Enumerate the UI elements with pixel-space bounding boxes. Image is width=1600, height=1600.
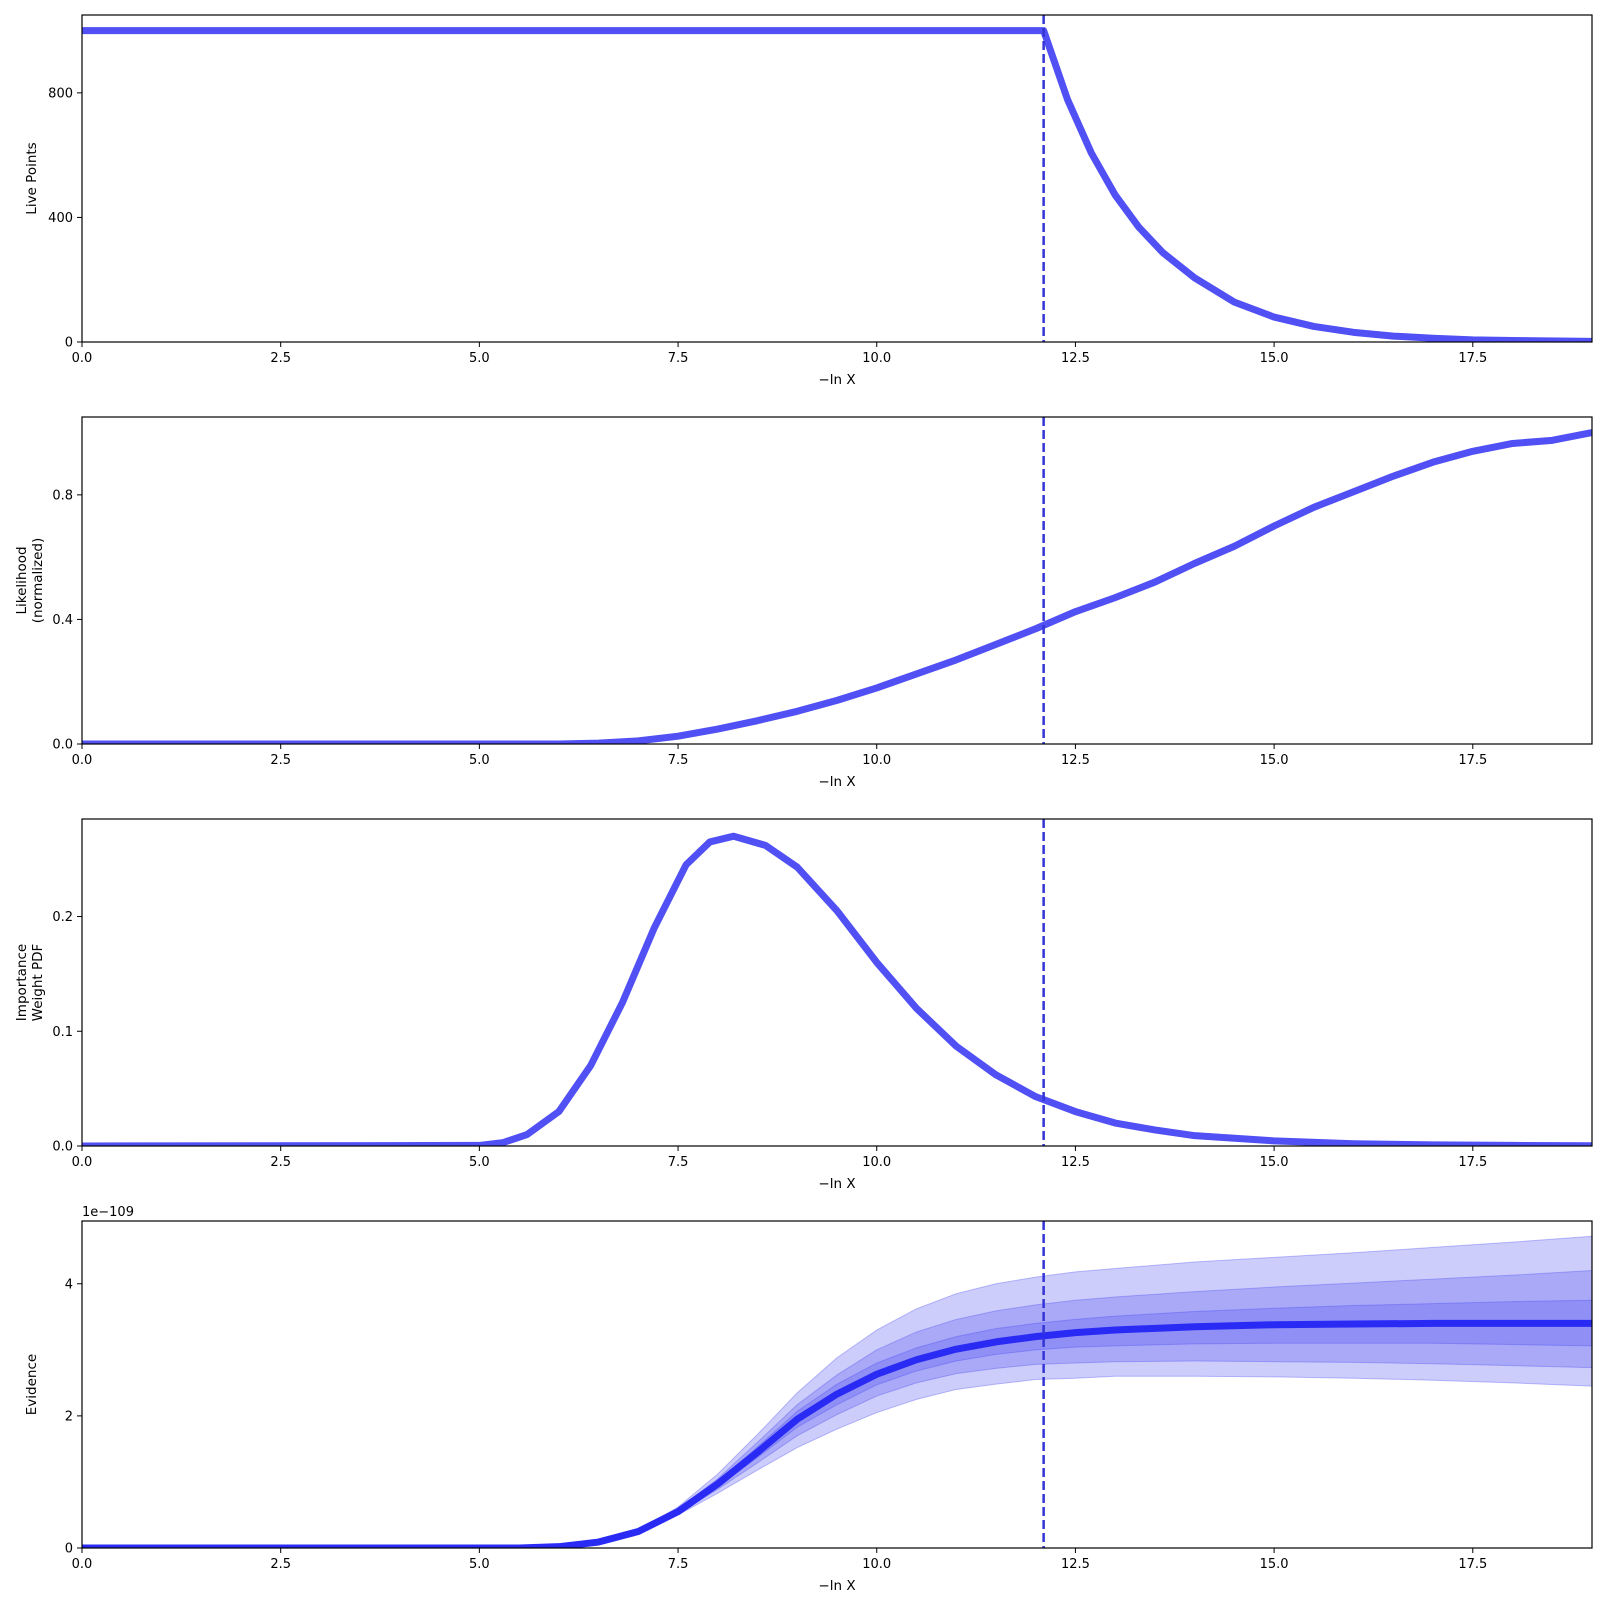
- likelihood-ylabel-line-1: Likelihood: [14, 546, 30, 614]
- live-xtick-label: 10.0: [862, 351, 891, 366]
- panel-evidence: 0.0 2.5 5.0 7.5 10.0 12.5 15.0 17.5 0 2 4 −ln X Evid…: [24, 1205, 1593, 1594]
- weight-xtick-label: 17.5: [1458, 1155, 1487, 1170]
- weight-ylabel-line-2: Weight PDF: [30, 944, 46, 1022]
- evidence-xtick-label: 5.0: [469, 1557, 490, 1572]
- likelihood-frame: [81, 416, 1593, 745]
- weight-ytick-label: 0.1: [52, 1025, 73, 1040]
- live-xlabel: −ln X: [818, 372, 855, 388]
- likelihood-ylabel-line-2: (normalized): [30, 538, 46, 624]
- weight-series-line: [82, 832, 1592, 1146]
- likelihood-xtick-label: 5.0: [469, 753, 490, 768]
- weight-frame: [81, 818, 1593, 1147]
- likelihood-ytick-label: 0.4: [52, 613, 73, 628]
- weight-xtick-label: 2.5: [270, 1155, 291, 1170]
- likelihood-xtick-label: 7.5: [668, 753, 689, 768]
- likelihood-plot-area: [82, 429, 1592, 744]
- likelihood-xlabel: −ln X: [818, 774, 855, 790]
- likelihood-xtick-label: 0.0: [72, 753, 93, 768]
- evidence-xtick-label: 7.5: [668, 1557, 689, 1572]
- evidence-xtick-label: 17.5: [1458, 1557, 1487, 1572]
- panel-weight: 0.0 2.5 5.0 7.5 10.0 12.5 15.0 17.5 0.0 0.1 0.2 −ln…: [14, 818, 1593, 1192]
- live-xtick-label: 12.5: [1061, 351, 1090, 366]
- live-xtick-label: 2.5: [270, 351, 291, 366]
- live-xtick-label: 17.5: [1458, 351, 1487, 366]
- live-ylabel-line-1: Live Points: [24, 142, 40, 214]
- weight-xlabel: −ln X: [818, 1176, 855, 1192]
- likelihood-xtick-label: 2.5: [270, 753, 291, 768]
- weight-plot-area: [82, 832, 1592, 1146]
- likelihood-xtick-label: 10.0: [862, 753, 891, 768]
- live-ytick-label: 0: [65, 336, 73, 351]
- evidence-ytick-label: 2: [65, 1409, 73, 1424]
- weight-xtick-label: 7.5: [668, 1155, 689, 1170]
- live-xtick-label: 7.5: [668, 351, 689, 366]
- weight-xtick-label: 10.0: [862, 1155, 891, 1170]
- likelihood-ytick-label: 0.8: [52, 488, 73, 503]
- evidence-ylabel-line-1: Evidence: [24, 1354, 40, 1415]
- weight-ytick-label: 0.0: [52, 1140, 73, 1155]
- evidence-ytick-label: 0: [65, 1542, 73, 1557]
- live-ytick-label: 400: [48, 211, 73, 226]
- likelihood-xtick-label: 12.5: [1061, 753, 1090, 768]
- evidence-xlabel: −ln X: [818, 1578, 855, 1594]
- evidence-xtick-label: 10.0: [862, 1557, 891, 1572]
- weight-ylabel-line-1: Importance: [14, 944, 30, 1021]
- live-plot-area: [82, 27, 1592, 342]
- panel-likelihood: 0.0 2.5 5.0 7.5 10.0 12.5 15.0 17.5 0.0 0.4 0.8 −ln…: [14, 416, 1593, 790]
- likelihood-xtick-label: 17.5: [1458, 753, 1487, 768]
- likelihood-xtick-label: 15.0: [1260, 753, 1289, 768]
- live-series-line: [82, 27, 1592, 342]
- live-xtick-label: 5.0: [469, 351, 490, 366]
- evidence-xtick-label: 12.5: [1061, 1557, 1090, 1572]
- evidence-plot-area: [82, 1235, 1592, 1548]
- evidence-xtick-label: 2.5: [270, 1557, 291, 1572]
- evidence-band-2: [82, 1270, 1592, 1548]
- weight-xtick-label: 0.0: [72, 1155, 93, 1170]
- evidence-median-line: [82, 1319, 1592, 1548]
- live-xtick-label: 15.0: [1260, 351, 1289, 366]
- live-frame: [81, 14, 1593, 343]
- evidence-xtick-label: 0.0: [72, 1557, 93, 1572]
- live-ytick-label: 800: [48, 86, 73, 101]
- likelihood-series-line: [82, 429, 1592, 744]
- evidence-xtick-label: 15.0: [1260, 1557, 1289, 1572]
- evidence-ytick-label: 4: [65, 1277, 73, 1292]
- weight-xtick-label: 5.0: [469, 1155, 490, 1170]
- evidence-offset-text: 1e−109: [82, 1205, 134, 1220]
- likelihood-ytick-label: 0.0: [52, 738, 73, 753]
- live-xtick-label: 0.0: [72, 351, 93, 366]
- weight-xtick-label: 15.0: [1260, 1155, 1289, 1170]
- weight-xtick-label: 12.5: [1061, 1155, 1090, 1170]
- panel-live: 0.0 2.5 5.0 7.5 10.0 12.5 15.0 17.5 0 400 800 −ln X…: [24, 14, 1593, 388]
- weight-ytick-label: 0.2: [52, 910, 73, 925]
- evidence-frame: [81, 1220, 1593, 1549]
